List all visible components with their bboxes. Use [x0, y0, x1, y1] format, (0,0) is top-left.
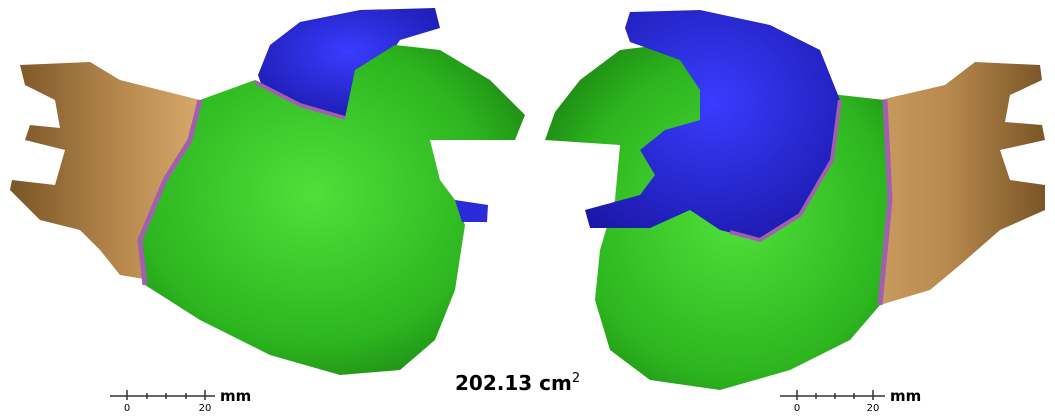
measurement-value: 202.13 — [455, 371, 532, 395]
scene: 0 20 mm 0 20 mm 202.13 cm2 — [0, 0, 1055, 416]
scale-bar — [780, 390, 885, 400]
scale-label: 0 — [124, 403, 130, 414]
measurement-exponent: 2 — [572, 371, 580, 386]
measurement-unit: cm — [539, 371, 572, 395]
scale-label: 0 — [794, 403, 800, 414]
scale-label: 20 — [199, 403, 212, 414]
right-view — [545, 10, 1045, 390]
scale-unit: mm — [890, 387, 921, 405]
scale-unit: mm — [220, 387, 251, 405]
page: 0 20 mm 0 20 mm 202.13 cm2 (() => { cons… — [0, 0, 1055, 416]
scale-label: 20 — [867, 403, 880, 414]
scale-bar — [110, 390, 215, 400]
measurement: 202.13 cm2 — [455, 371, 580, 395]
veins — [880, 62, 1045, 305]
left-view — [10, 8, 525, 375]
